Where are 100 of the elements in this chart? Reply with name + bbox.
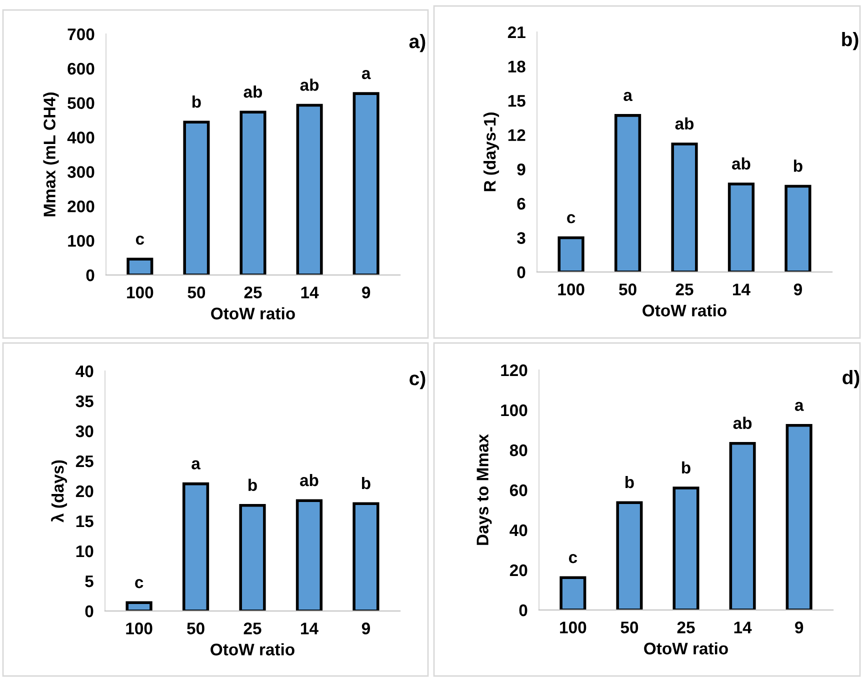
annotation: ab xyxy=(733,416,752,429)
bar xyxy=(352,92,380,275)
y-axis-title: Days to Mmax xyxy=(476,434,492,545)
y-tick-label: 21 xyxy=(508,26,526,38)
bar xyxy=(672,486,700,610)
annotation: b xyxy=(248,478,257,491)
y-tick-label: 0 xyxy=(85,605,94,618)
x-axis-title: OtoW ratio xyxy=(210,643,294,656)
annotation: a xyxy=(362,70,371,80)
x-tick-label: 50 xyxy=(187,622,204,634)
y-tick-label: 25 xyxy=(76,455,94,468)
x-tick-label: 25 xyxy=(676,284,694,296)
x-axis-title: OtoW ratio xyxy=(211,307,295,320)
annotation: c xyxy=(135,579,144,588)
x-tick-label: 50 xyxy=(619,284,636,296)
y-axis-title: λ (days) xyxy=(51,460,68,522)
y-tick-label: 80 xyxy=(510,444,528,456)
y-tick-label: 40 xyxy=(510,524,528,536)
bar xyxy=(352,502,380,611)
x-tick-label: 9 xyxy=(794,284,802,296)
y-tick-label: 200 xyxy=(68,200,94,212)
y-tick-label: 40 xyxy=(76,365,94,378)
bar xyxy=(558,236,584,272)
x-tick-label: 100 xyxy=(560,622,586,634)
bar xyxy=(183,120,210,275)
x-axis-title: OtoW ratio xyxy=(642,304,726,316)
y-tick-label: 0 xyxy=(517,266,526,278)
x-tick-label: 100 xyxy=(558,284,584,296)
x-tick-label: 100 xyxy=(127,286,154,298)
y-tick-label: 300 xyxy=(67,166,94,178)
bar xyxy=(126,601,152,611)
y-tick-label: 18 xyxy=(508,60,526,72)
annotation: b xyxy=(625,476,634,488)
y-tick-label: 15 xyxy=(508,95,526,107)
y-tick-label: 30 xyxy=(76,425,94,438)
annotation: c xyxy=(136,236,144,245)
annotation: c xyxy=(567,214,576,224)
bar xyxy=(614,114,642,272)
y-tick-label: 400 xyxy=(67,132,94,144)
y-tick-label: 0 xyxy=(519,604,528,616)
bar xyxy=(671,142,698,272)
y-tick-label: 3 xyxy=(517,232,526,244)
annotation: b xyxy=(192,95,201,108)
x-tick-label: 9 xyxy=(795,622,804,634)
bar xyxy=(786,424,812,610)
y-tick-label: 100 xyxy=(68,234,94,247)
y-axis-title: Mmax (mL CH4) xyxy=(43,92,59,216)
annotation: a xyxy=(192,460,201,470)
annotation: ab xyxy=(244,86,262,98)
bar xyxy=(616,501,643,610)
y-tick-label: 0 xyxy=(86,269,94,282)
bar xyxy=(729,442,756,610)
annotation: c xyxy=(568,554,578,564)
y-tick-label: 35 xyxy=(76,395,94,408)
y-tick-label: 500 xyxy=(68,97,94,110)
bar xyxy=(784,184,812,272)
x-tick-label: 100 xyxy=(126,622,152,634)
bar xyxy=(560,576,586,610)
y-axis-title: R (days-1) xyxy=(483,112,500,192)
x-tick-label: 14 xyxy=(301,622,318,634)
x-tick-label: 25 xyxy=(244,286,262,298)
y-tick-label: 15 xyxy=(76,516,94,528)
bar xyxy=(296,104,323,275)
bar xyxy=(728,182,755,272)
bar xyxy=(239,504,266,611)
text: d) xyxy=(842,370,860,388)
y-tick-label: 100 xyxy=(501,404,528,416)
bar xyxy=(296,499,323,611)
y-tick-label: 20 xyxy=(510,564,528,576)
y-tick-label: 700 xyxy=(68,28,94,40)
y-tick-label: 9 xyxy=(517,164,526,176)
annotation: a xyxy=(624,92,633,102)
annotation: b xyxy=(362,476,370,490)
x-tick-label: 9 xyxy=(362,286,370,298)
y-tick-label: 6 xyxy=(517,198,526,210)
bar xyxy=(126,258,154,275)
y-tick-label: 600 xyxy=(68,62,94,75)
annotation: ab xyxy=(732,157,750,170)
x-tick-label: 50 xyxy=(620,622,638,634)
y-tick-label: 5 xyxy=(85,576,94,588)
y-tick-label: 20 xyxy=(76,485,94,498)
x-tick-label: 14 xyxy=(733,284,750,296)
x-tick-label: 25 xyxy=(244,622,262,634)
bar xyxy=(240,110,266,275)
x-tick-label: 50 xyxy=(188,286,206,298)
annotation: a xyxy=(794,402,804,411)
y-tick-label: 12 xyxy=(508,129,526,141)
bar xyxy=(182,482,210,611)
y-tick-label: 120 xyxy=(501,364,528,376)
x-tick-label: 25 xyxy=(677,622,695,634)
x-axis-title: OtoW ratio xyxy=(644,642,728,654)
annotation: ab xyxy=(300,474,318,486)
annotation: ab xyxy=(675,117,694,130)
y-tick-label: 10 xyxy=(76,545,94,558)
annotation: b xyxy=(794,160,802,172)
y-tick-label: 60 xyxy=(510,484,528,496)
text: c) xyxy=(410,371,426,390)
annotation: ab xyxy=(300,78,319,91)
text: b) xyxy=(842,32,858,50)
text: a) xyxy=(409,34,426,52)
